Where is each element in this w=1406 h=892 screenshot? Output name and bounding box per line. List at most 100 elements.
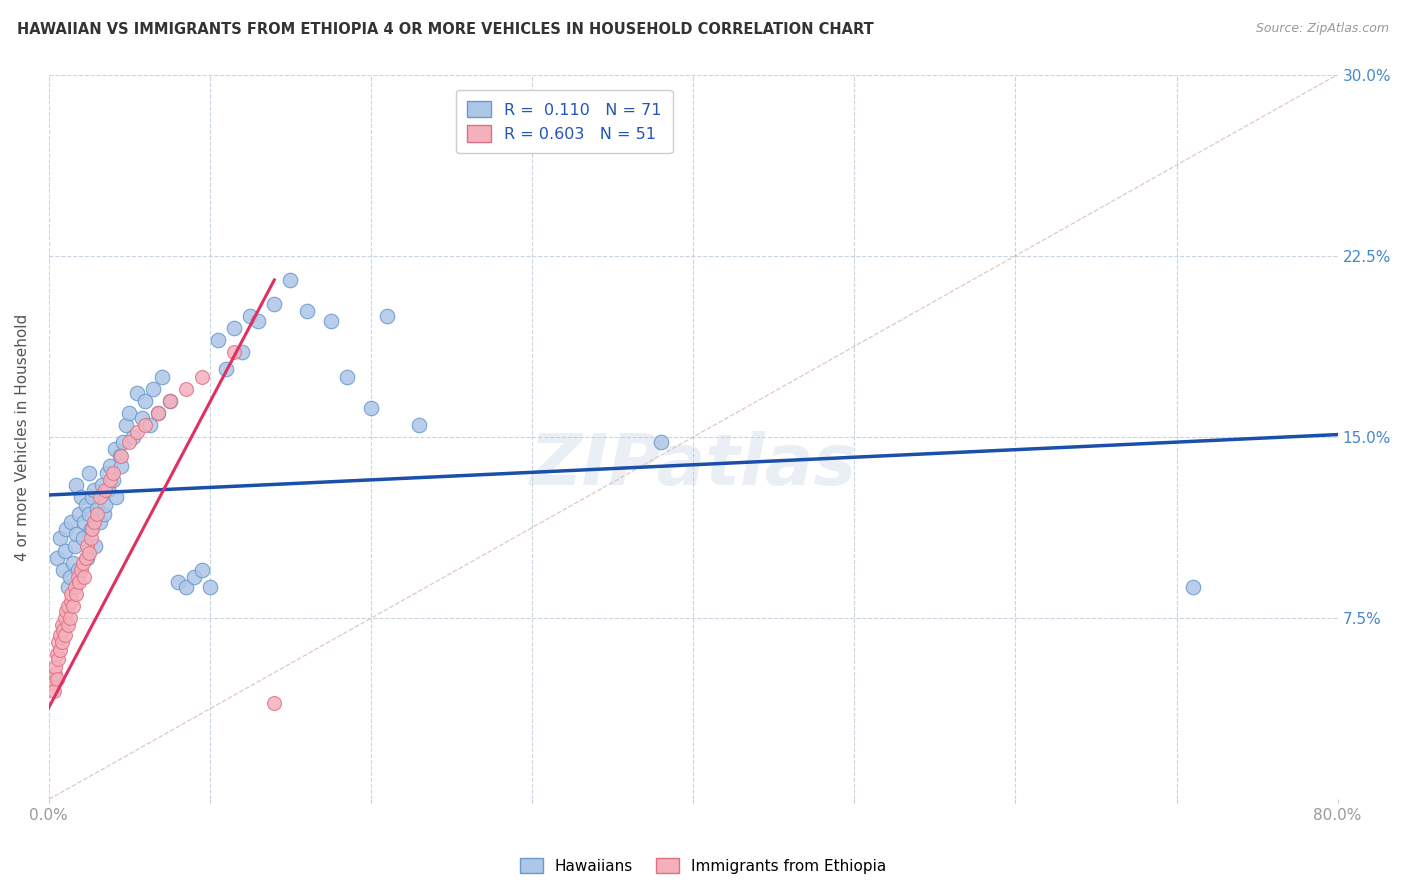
Point xyxy=(142,382,165,396)
Point xyxy=(231,345,253,359)
Point xyxy=(1181,580,1204,594)
Point xyxy=(62,556,84,570)
Point xyxy=(174,580,197,594)
Point xyxy=(360,401,382,415)
Point xyxy=(118,434,141,449)
Point xyxy=(51,618,73,632)
Point xyxy=(83,483,105,497)
Point xyxy=(83,515,105,529)
Point xyxy=(98,474,121,488)
Point xyxy=(174,382,197,396)
Point xyxy=(79,522,101,536)
Point xyxy=(44,666,66,681)
Y-axis label: 4 or more Vehicles in Household: 4 or more Vehicles in Household xyxy=(15,313,30,560)
Point xyxy=(191,369,214,384)
Point xyxy=(63,539,86,553)
Point xyxy=(75,498,97,512)
Point xyxy=(62,599,84,614)
Point xyxy=(72,532,94,546)
Point xyxy=(67,508,90,522)
Legend: Hawaiians, Immigrants from Ethiopia: Hawaiians, Immigrants from Ethiopia xyxy=(513,852,893,880)
Point xyxy=(77,508,100,522)
Point xyxy=(159,393,181,408)
Point xyxy=(90,478,112,492)
Point xyxy=(84,539,107,553)
Point xyxy=(59,611,82,625)
Point xyxy=(104,442,127,456)
Point xyxy=(183,570,205,584)
Point xyxy=(49,628,72,642)
Point xyxy=(77,546,100,560)
Point xyxy=(72,556,94,570)
Legend: R =  0.110   N = 71, R = 0.603   N = 51: R = 0.110 N = 71, R = 0.603 N = 51 xyxy=(456,90,672,153)
Point xyxy=(79,532,101,546)
Point xyxy=(94,498,117,512)
Point xyxy=(55,604,77,618)
Point xyxy=(66,563,89,577)
Point xyxy=(52,563,75,577)
Point xyxy=(134,417,156,432)
Point xyxy=(45,672,67,686)
Point xyxy=(336,369,359,384)
Point xyxy=(53,628,76,642)
Point xyxy=(86,508,108,522)
Text: HAWAIIAN VS IMMIGRANTS FROM ETHIOPIA 4 OR MORE VEHICLES IN HOUSEHOLD CORRELATION: HAWAIIAN VS IMMIGRANTS FROM ETHIOPIA 4 O… xyxy=(17,22,873,37)
Point xyxy=(60,587,83,601)
Point xyxy=(110,458,132,473)
Point xyxy=(280,273,302,287)
Point xyxy=(239,309,262,323)
Point xyxy=(73,570,96,584)
Point xyxy=(408,417,430,432)
Point xyxy=(75,550,97,565)
Point xyxy=(60,594,83,608)
Text: ZIPatlas: ZIPatlas xyxy=(530,432,856,500)
Point xyxy=(82,522,104,536)
Point xyxy=(52,624,75,638)
Point xyxy=(118,406,141,420)
Point xyxy=(134,393,156,408)
Point xyxy=(103,474,125,488)
Point xyxy=(103,467,125,481)
Point xyxy=(56,599,79,614)
Point xyxy=(55,522,77,536)
Point xyxy=(53,543,76,558)
Point xyxy=(76,550,98,565)
Point xyxy=(49,642,72,657)
Point xyxy=(44,659,66,673)
Point xyxy=(77,467,100,481)
Point xyxy=(127,425,149,439)
Point xyxy=(82,491,104,505)
Point xyxy=(93,508,115,522)
Point xyxy=(65,526,87,541)
Point xyxy=(60,515,83,529)
Point xyxy=(319,314,342,328)
Point xyxy=(67,574,90,589)
Point xyxy=(127,386,149,401)
Point xyxy=(148,406,170,420)
Point xyxy=(89,491,111,505)
Point xyxy=(48,652,70,666)
Point xyxy=(121,430,143,444)
Point xyxy=(51,635,73,649)
Point xyxy=(70,491,93,505)
Point xyxy=(222,321,245,335)
Point xyxy=(295,304,318,318)
Point xyxy=(150,369,173,384)
Point xyxy=(139,417,162,432)
Point xyxy=(89,515,111,529)
Point xyxy=(110,450,132,464)
Point xyxy=(94,483,117,497)
Point xyxy=(86,502,108,516)
Point xyxy=(247,314,270,328)
Point xyxy=(45,648,67,662)
Point xyxy=(215,362,238,376)
Point xyxy=(198,580,221,594)
Point xyxy=(263,297,285,311)
Point xyxy=(42,683,65,698)
Text: Source: ZipAtlas.com: Source: ZipAtlas.com xyxy=(1256,22,1389,36)
Point xyxy=(45,550,67,565)
Point xyxy=(63,580,86,594)
Point xyxy=(98,458,121,473)
Point xyxy=(56,580,79,594)
Point xyxy=(97,483,120,497)
